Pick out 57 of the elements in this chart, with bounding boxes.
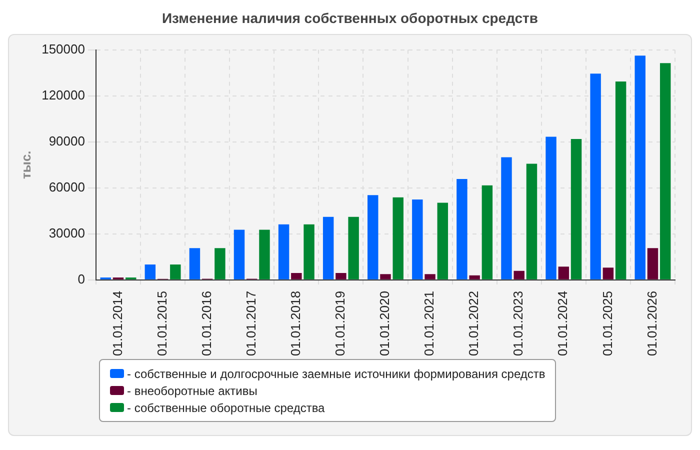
bar: [546, 136, 556, 280]
bar: [304, 224, 314, 280]
x-tick-label: 01.01.2015: [154, 290, 170, 356]
bar: [259, 230, 270, 280]
x-tick-label: 01.01.2020: [377, 290, 392, 356]
bar: [469, 275, 480, 280]
y-tick-label: 90000: [48, 133, 85, 148]
y-axis-title: тыс.: [18, 150, 34, 180]
bar: [189, 248, 200, 280]
bar: [424, 274, 436, 280]
x-tick-label: 01.01.2014: [110, 290, 125, 356]
bar: [558, 266, 570, 280]
bar: [412, 200, 423, 280]
x-tick-label: 01.01.2026: [644, 290, 660, 356]
bar: [278, 224, 290, 280]
bar: [214, 248, 226, 280]
x-tick-label: 01.01.2021: [422, 290, 437, 356]
legend-label: - собственные оборотные средства: [127, 400, 325, 414]
x-tick-label: 01.01.2018: [288, 290, 303, 356]
bar: [322, 216, 334, 280]
bar: [660, 63, 671, 280]
bar: [615, 82, 626, 280]
bar: [456, 178, 468, 280]
bar: [647, 248, 658, 280]
bar: [526, 164, 538, 280]
y-tick-label: 0: [78, 272, 85, 287]
bar: [380, 274, 391, 280]
x-tick-label: 01.01.2024: [555, 290, 570, 356]
bar: [170, 264, 181, 280]
x-tick-label: 01.01.2016: [198, 290, 214, 356]
bar: [590, 74, 601, 280]
bar: [437, 202, 448, 280]
bar: [144, 264, 156, 280]
x-tick-label: 01.01.2022: [466, 290, 482, 356]
legend-label: - собственные и долгосрочные заемные источники формирования средств: [127, 366, 546, 380]
legend-label: - внеоборотные активы: [127, 384, 258, 398]
x-tick-label: 01.01.2019: [332, 290, 348, 356]
bar: [514, 270, 524, 280]
bar: [234, 230, 245, 280]
x-tick-label: 01.01.2017: [243, 290, 258, 356]
bar: [336, 273, 346, 280]
y-tick-label: 60000: [48, 179, 85, 194]
chart-title: Изменение наличия собственных оборотных средств: [160, 9, 540, 28]
bar: [482, 185, 493, 280]
y-tick-label: 150000: [42, 41, 85, 56]
bar: [368, 195, 378, 280]
bar: [348, 216, 359, 280]
bar: [602, 268, 614, 280]
x-tick-label: 01.01.2023: [510, 290, 526, 356]
bar: [634, 56, 646, 280]
bar: [501, 157, 512, 280]
y-tick-label: 30000: [48, 225, 85, 240]
x-tick-label: 01.01.2025: [600, 290, 615, 356]
y-tick-label: 120000: [42, 87, 85, 102]
bar: [392, 197, 404, 280]
bar: [291, 273, 302, 280]
bar: [570, 138, 582, 280]
